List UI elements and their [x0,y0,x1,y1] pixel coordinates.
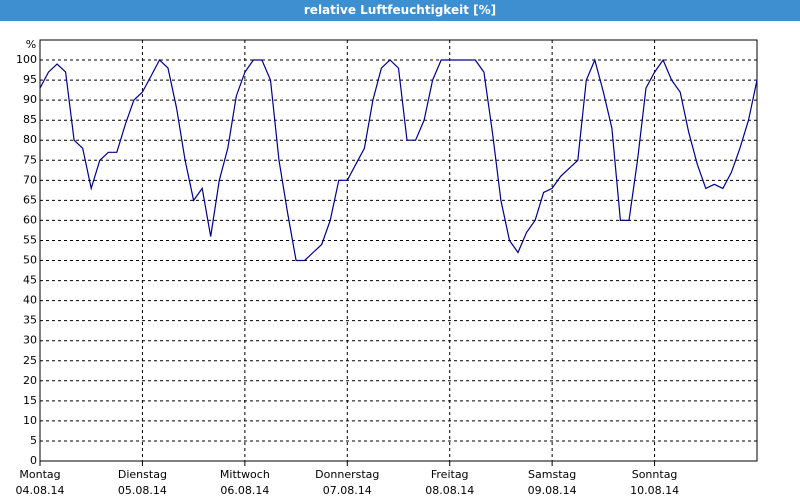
y-tick-label: 40 [23,294,37,307]
y-tick-label: 10 [23,414,37,427]
y-tick-label: 15 [23,394,37,407]
x-date-label: 04.08.14 [16,484,65,497]
x-weekday-label: Sonntag [632,468,678,481]
y-tick-label: 20 [23,374,37,387]
y-tick-label: 90 [23,93,37,106]
data-line [39,58,758,262]
y-tick-label: 50 [23,254,37,267]
x-date-label: 06.08.14 [220,484,269,497]
y-unit: % [26,38,36,51]
x-weekday-label: Freitag [431,468,469,481]
y-tick-label: 80 [23,133,37,146]
y-tick-label: 65 [23,193,37,206]
y-tick-label: 100 [16,53,37,66]
chart-title: relative Luftfeuchtigkeit [%] [0,0,800,21]
y-tick-label: 55 [23,233,37,246]
x-weekday-label: Donnerstag [315,468,379,481]
y-tick-label: 60 [23,213,37,226]
x-date-label: 07.08.14 [323,484,372,497]
plot-area [40,40,757,461]
plot-border [39,39,758,462]
x-date-label: 05.08.14 [118,484,167,497]
y-tick-label: 95 [23,73,37,86]
x-weekday-label: Samstag [528,468,576,481]
x-date-label: 10.08.14 [630,484,679,497]
y-tick-label: 30 [23,334,37,347]
x-date-label: 09.08.14 [528,484,577,497]
y-tick-label: 70 [23,173,37,186]
y-tick-label: 75 [23,153,37,166]
x-date-label: 08.08.14 [425,484,474,497]
y-tick-label: 35 [23,314,37,327]
y-tick-label: 0 [30,454,37,467]
x-weekday-label: Montag [19,468,60,481]
y-tick-label: 85 [23,113,37,126]
y-tick-label: 25 [23,354,37,367]
x-weekday-label: Dienstag [118,468,167,481]
x-weekday-label: Mittwoch [220,468,270,481]
y-tick-label: 45 [23,274,37,287]
y-tick-label: 5 [30,434,37,447]
